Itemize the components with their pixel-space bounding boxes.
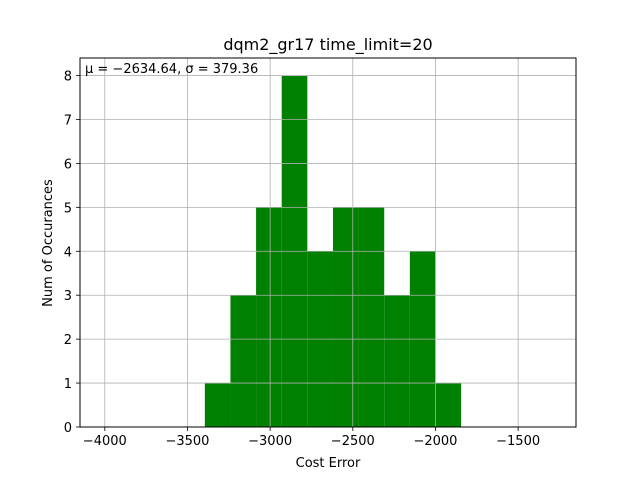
x-axis-label: Cost Error bbox=[296, 456, 361, 471]
y-tick-label: 4 bbox=[64, 245, 72, 260]
y-tick-label: 0 bbox=[64, 421, 72, 436]
histogram-bar-6 bbox=[332, 207, 359, 427]
histogram-bar-10 bbox=[435, 383, 462, 427]
y-tick-label: 6 bbox=[64, 157, 72, 172]
x-tick-label: −2500 bbox=[331, 434, 375, 449]
histogram-bar-1 bbox=[204, 383, 231, 427]
x-tick-label: −3000 bbox=[248, 434, 292, 449]
histogram-bar-7 bbox=[358, 207, 385, 427]
y-tick-label: 5 bbox=[64, 201, 72, 216]
x-tick-label: −4000 bbox=[83, 434, 127, 449]
x-tick-label: −1500 bbox=[496, 434, 540, 449]
x-axis-ticks: −4000 −3500 −3000 −2500 −2000 −1500 bbox=[83, 427, 540, 449]
y-tick-label: 8 bbox=[64, 70, 72, 85]
chart-title: dqm2_gr17 time_limit=20 bbox=[223, 35, 432, 55]
y-tick-label: 1 bbox=[64, 377, 72, 392]
stats-annotation: μ = −2634.64, σ = 379.36 bbox=[85, 62, 258, 77]
y-tick-label: 3 bbox=[64, 289, 72, 304]
y-tick-label: 2 bbox=[64, 333, 72, 348]
histogram-bar-2 bbox=[230, 295, 257, 427]
y-axis-ticks: 0 1 2 3 4 5 6 7 8 bbox=[64, 70, 80, 436]
histogram-bar-3 bbox=[256, 207, 282, 427]
histogram-bar-8 bbox=[384, 295, 410, 427]
grid-lines bbox=[80, 58, 576, 428]
x-tick-label: −3500 bbox=[165, 434, 209, 449]
plot-frame bbox=[79, 57, 577, 428]
y-axis-label: Num of Occurances bbox=[41, 179, 56, 307]
y-tick-label: 7 bbox=[64, 114, 72, 129]
x-tick-label: −2000 bbox=[413, 434, 457, 449]
